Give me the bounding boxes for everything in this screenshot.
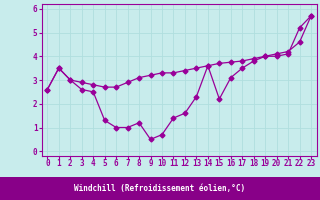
Text: Windchill (Refroidissement éolien,°C): Windchill (Refroidissement éolien,°C) — [75, 184, 245, 193]
